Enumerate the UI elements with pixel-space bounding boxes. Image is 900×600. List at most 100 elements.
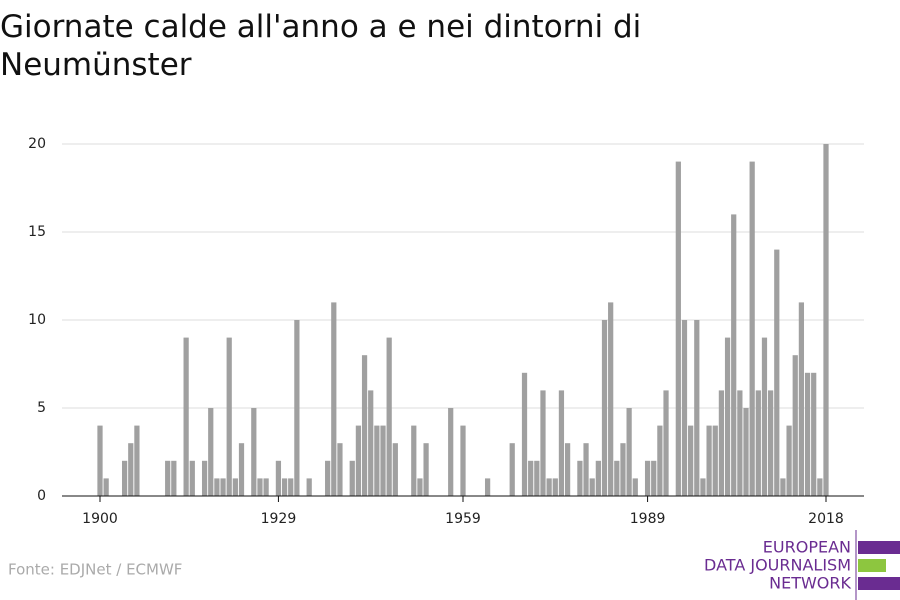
bar	[657, 425, 663, 496]
bar	[724, 337, 731, 496]
bar	[614, 460, 620, 496]
bar	[521, 372, 528, 496]
bar	[232, 478, 238, 496]
bar	[651, 460, 657, 496]
title-line: Neumünster	[0, 47, 192, 83]
bar	[798, 302, 805, 496]
bar	[774, 249, 780, 496]
bar	[128, 443, 134, 496]
bar	[417, 478, 423, 496]
bar	[558, 390, 565, 496]
bar	[755, 390, 761, 496]
bar	[632, 478, 638, 496]
bar	[626, 408, 632, 496]
bar	[121, 460, 128, 496]
bar	[214, 478, 220, 496]
bar	[460, 425, 466, 496]
bar	[620, 443, 626, 496]
bar	[780, 478, 786, 496]
y-tick-label: 5	[37, 400, 46, 416]
bar	[823, 144, 829, 496]
bar	[509, 443, 515, 496]
bar	[761, 337, 768, 496]
bar	[663, 390, 669, 496]
bar	[644, 460, 651, 496]
bar	[349, 460, 355, 496]
bar	[484, 478, 491, 496]
bar	[423, 443, 429, 496]
bar	[103, 478, 109, 496]
bar	[171, 460, 177, 496]
x-tick-label: 2018	[808, 511, 844, 527]
bar	[331, 302, 337, 496]
bar	[226, 337, 232, 496]
bar	[411, 425, 417, 496]
bar	[183, 337, 189, 496]
bar	[743, 408, 749, 496]
bar	[165, 460, 171, 496]
x-tick-label: 1929	[261, 511, 297, 527]
bar	[589, 478, 595, 496]
source: Fonte: EDJNet / ECMWF	[8, 561, 182, 579]
bar	[768, 390, 774, 496]
bar	[534, 460, 540, 496]
bar	[337, 443, 343, 496]
bar	[528, 460, 534, 496]
bar	[804, 372, 811, 496]
bar	[386, 337, 392, 496]
bar	[251, 408, 257, 496]
bar	[595, 460, 601, 496]
bar	[817, 478, 823, 496]
bar	[208, 408, 214, 496]
logo-bar	[858, 559, 886, 572]
bar	[786, 425, 792, 496]
bar	[238, 443, 245, 496]
bar	[355, 425, 362, 496]
x-tick-label: 1959	[445, 511, 481, 527]
bar	[189, 460, 195, 496]
bar	[263, 478, 269, 496]
x-tick-label: 1989	[630, 511, 666, 527]
bar	[201, 460, 208, 496]
bar	[688, 425, 694, 496]
bar	[361, 355, 368, 496]
y-tick-label: 10	[28, 312, 46, 328]
bar	[448, 408, 454, 496]
logo-bar	[858, 577, 900, 590]
bar	[288, 478, 294, 496]
bar	[97, 425, 103, 496]
bar	[564, 443, 571, 496]
y-tick-label: 0	[37, 488, 46, 504]
bar	[601, 320, 608, 496]
logo-text: EUROPEAN	[763, 538, 851, 557]
bar	[712, 425, 718, 496]
bar	[583, 443, 589, 496]
bar	[552, 478, 558, 496]
bar	[392, 443, 398, 496]
bar	[368, 390, 374, 496]
bar	[325, 460, 331, 496]
y-tick-label: 20	[28, 136, 46, 152]
bar	[706, 425, 712, 496]
bar	[540, 390, 546, 496]
y-tick-label: 15	[28, 224, 46, 240]
bar	[700, 478, 706, 496]
bar	[675, 161, 681, 496]
bar	[811, 372, 817, 496]
logo-bar	[858, 541, 900, 554]
bar	[731, 214, 737, 496]
bar	[694, 320, 700, 496]
bar	[220, 478, 226, 496]
bar	[737, 390, 743, 496]
bar	[718, 390, 725, 496]
bar	[792, 355, 798, 496]
bar	[257, 478, 263, 496]
bar	[749, 161, 755, 496]
chart-title: Giornate calde all'anno a e nei dintorni…	[0, 9, 641, 83]
bar	[306, 478, 312, 496]
bar	[380, 425, 386, 496]
logo-text: NETWORK	[769, 574, 851, 593]
x-tick-label: 1900	[82, 511, 118, 527]
bar	[546, 478, 552, 496]
